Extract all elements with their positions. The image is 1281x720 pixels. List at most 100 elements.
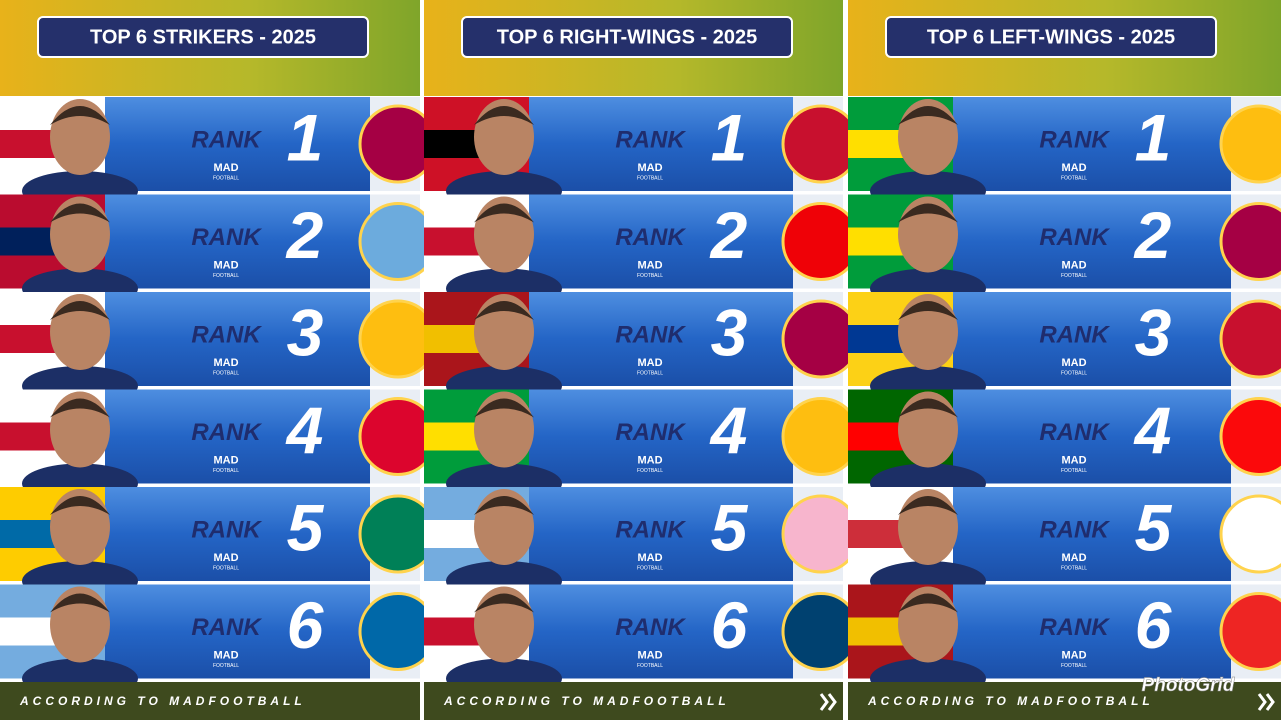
club-crest [1219,494,1281,574]
rank-bar [953,194,1236,289]
club-crest [781,202,861,281]
logo-sub: FOOTBALL [1061,663,1087,669]
logo: MAD [637,259,662,271]
footer-text: ACCORDING TO MADFOOTBALL [867,694,1154,708]
footer-text: ACCORDING TO MADFOOTBALL [443,694,730,708]
logo-sub: FOOTBALL [1061,273,1087,279]
rank-bar [105,194,375,289]
rank-bar [953,97,1236,191]
rank-row: RANK 3 MADFOOTBALL [424,292,861,406]
rank-row: RANK 6 MAD FOOTBALL [0,584,438,699]
club-crest [1219,299,1281,379]
club-crest [781,299,861,379]
logo-sub: FOOTBALL [213,468,239,474]
rank-bar [105,97,375,191]
club-crest [781,494,861,574]
logo-sub: FOOTBALL [637,663,663,669]
club-crest [781,592,861,671]
logo: MAD [213,162,238,174]
title-box [461,16,793,58]
logo-sub: FOOTBALL [213,370,239,376]
rank-number: 3 [287,295,324,369]
logo-sub: FOOTBALL [637,370,663,376]
rank-number: 3 [711,295,748,369]
logo: MAD [637,357,662,369]
panel-title: TOP 6 STRIKERS - 2025 [90,26,316,48]
rank-bar [105,487,375,581]
footer-arrows [819,693,837,711]
logo: MAD [1061,552,1086,564]
club-crest [1219,397,1281,476]
rank-bar [953,584,1236,679]
rank-row: RANK 1 MADFOOTBALL [0,97,438,211]
rank-row: RANK 4 MAD FOOTBALL [848,389,1281,504]
rank-bar [953,389,1236,484]
player-hair [474,496,534,515]
player-hair [898,496,958,515]
rank-number: 6 [1135,588,1173,662]
rank-label: RANK [191,614,262,641]
logo: MAD [637,162,662,174]
rank-row: RANK 2 MAD FOOTBALL [848,194,1281,309]
rank-label: RANK [191,419,262,446]
logo-sub: FOOTBALL [637,273,663,279]
player-hair [474,593,534,613]
rank-label: RANK [1039,126,1110,153]
rank-row: RANK 5 MADFOOTBALL [0,487,438,601]
rank-row: RANK 5 MADFOOTBALL [424,487,861,601]
logo: MAD [213,454,238,466]
player-hair [50,203,110,223]
logo: MAD [1061,357,1086,369]
rank-bar [953,292,1236,386]
logo: MAD [213,552,238,564]
title-box [885,16,1217,58]
player-hair [898,398,958,418]
rank-number: 1 [711,100,748,174]
logo: MAD [213,357,238,369]
rank-row: RANK 4 MAD FOOTBALL [424,389,861,504]
rank-label: RANK [191,516,262,543]
club-crest [1219,104,1281,184]
rank-label: RANK [191,126,262,153]
rank-row: RANK 2 MAD FOOTBALL [0,194,438,309]
rank-label: RANK [191,224,262,251]
rank-row: RANK 2 MAD FOOTBALL [424,194,861,309]
rank-label: RANK [615,126,686,153]
rank-bar [529,194,798,289]
rank-label: RANK [1039,321,1110,348]
rank-bar [529,487,798,581]
footer-bg [424,682,843,720]
rank-bar [529,292,798,386]
player-hair [50,496,110,515]
footer-text: ACCORDING TO MADFOOTBALL [19,694,306,708]
player-hair [50,106,110,125]
logo-sub: FOOTBALL [637,175,663,181]
rank-bar [529,584,798,679]
logo-sub: FOOTBALL [213,663,239,669]
rank-row: RANK 3 MADFOOTBALL [0,292,438,406]
logo-sub: FOOTBALL [1061,175,1087,181]
rank-number: 4 [709,393,748,467]
rank-number: 6 [287,588,325,662]
rank-number: 1 [1135,100,1172,174]
rank-number: 2 [709,198,748,272]
player-hair [898,301,958,320]
rank-bar [953,487,1236,581]
player-hair [898,593,958,613]
logo-sub: FOOTBALL [637,468,663,474]
rank-row: RANK 1 MADFOOTBALL [424,97,861,211]
player-hair [50,398,110,418]
logo-sub: FOOTBALL [1061,370,1087,376]
player-hair [474,203,534,223]
rank-label: RANK [1039,614,1110,641]
rank-label: RANK [1039,224,1110,251]
rank-label: RANK [191,321,262,348]
player-hair [898,106,958,125]
rank-bar [105,584,375,679]
logo: MAD [637,552,662,564]
rank-number: 5 [287,490,325,564]
logo: MAD [1061,649,1086,661]
